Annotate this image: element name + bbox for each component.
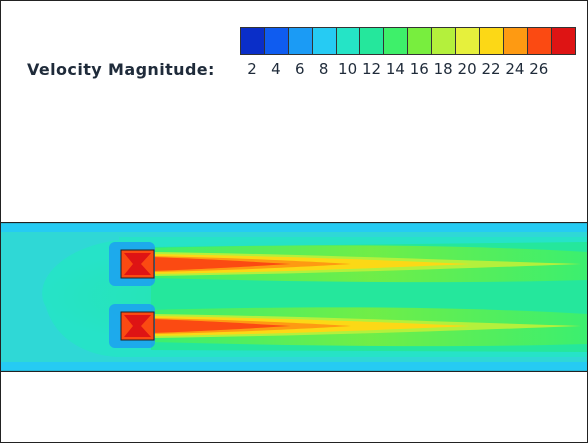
legend-swatch xyxy=(456,28,480,54)
lower-wall-layer xyxy=(1,362,587,372)
legend-tick-label: 22 xyxy=(481,60,501,78)
legend-tick-label: 2 xyxy=(247,60,257,78)
legend-swatch xyxy=(503,28,528,54)
legend-tick-label: 24 xyxy=(505,60,525,78)
legend-swatch xyxy=(479,28,504,54)
legend-swatch xyxy=(551,28,576,54)
legend-tick-label: 12 xyxy=(361,60,382,78)
legend-swatch xyxy=(264,28,289,54)
legend-swatch xyxy=(408,28,433,54)
legend-swatch xyxy=(312,28,337,54)
color-legend-bar xyxy=(240,27,577,55)
legend-swatch xyxy=(527,28,552,54)
legend-tick-label: 26 xyxy=(529,60,549,78)
legend-swatch xyxy=(336,28,361,54)
upper-wall-layer xyxy=(1,222,587,232)
legend-tick-label: 4 xyxy=(271,60,281,78)
legend-swatch xyxy=(288,28,313,54)
legend-title: Velocity Magnitude: xyxy=(27,60,215,79)
velocity-contour-field xyxy=(1,222,587,372)
upper-nozzle-throat xyxy=(124,253,151,275)
lower-jet-hot xyxy=(151,319,291,333)
legend-tick-label: 20 xyxy=(457,60,477,78)
upper-jet-hot xyxy=(151,257,291,271)
legend-tick-label: 16 xyxy=(409,60,429,78)
legend-tick-label: 10 xyxy=(338,60,358,78)
legend-swatch xyxy=(384,28,409,54)
legend-swatch xyxy=(241,28,265,54)
legend-tick-label: 6 xyxy=(295,60,305,78)
legend-tick-label: 14 xyxy=(385,60,405,78)
lower-nozzle-throat xyxy=(124,315,151,337)
legend-swatch xyxy=(360,28,385,54)
legend-swatch xyxy=(432,28,457,54)
legend-tick-label: 18 xyxy=(433,60,453,78)
legend-tick-label: 8 xyxy=(318,60,329,78)
